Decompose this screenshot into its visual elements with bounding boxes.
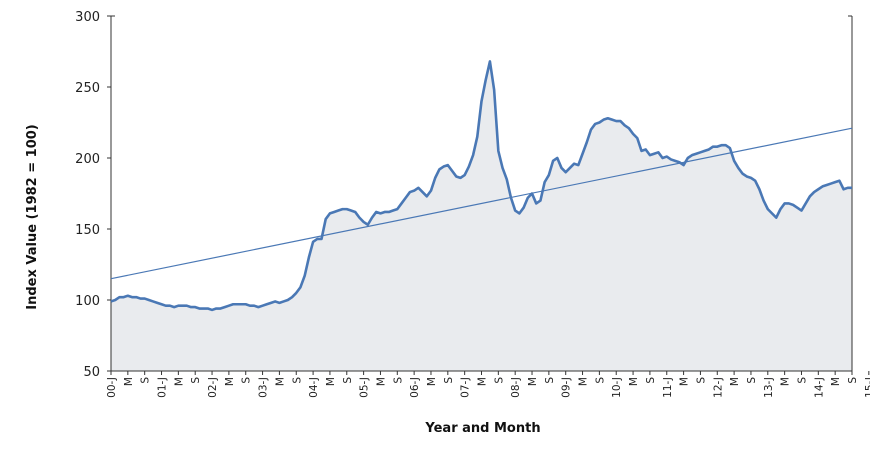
x-tick-label: 11-J: [662, 377, 674, 398]
x-tick-label: 05-J: [359, 377, 371, 398]
y-tick-label: 200: [75, 152, 100, 167]
x-tick-label: M: [274, 377, 286, 386]
x-tick-label: S: [796, 377, 808, 384]
y-tick-label: 300: [75, 10, 100, 25]
x-tick-label: S: [847, 377, 859, 384]
x-tick-label: S: [594, 377, 606, 384]
x-axis-title: Year and Month: [424, 421, 540, 436]
x-tick-label: 04-J: [308, 377, 320, 398]
x-tick-label: S: [645, 377, 657, 384]
plot-area: [110, 15, 853, 372]
x-tick-label: S: [392, 377, 404, 384]
x-tick-label: M: [578, 377, 590, 386]
x-tick-label: S: [140, 377, 152, 384]
x-tick-label: 03-J: [258, 377, 270, 398]
x-tick-label: M: [123, 377, 135, 386]
x-tick-label: 01-J: [157, 377, 169, 398]
x-tick-label: S: [190, 377, 202, 384]
x-tick-label: M: [477, 377, 489, 386]
x-axis-ticks: 00-J M S 01-J M S 02-J M S 03-J M S 04-J M S 05-J M S 06-J…: [106, 371, 870, 398]
x-tick-label: S: [695, 377, 707, 384]
x-tick-label: M: [426, 377, 438, 386]
x-tick-label: M: [830, 377, 842, 386]
x-tick-label: S: [746, 377, 758, 384]
y-tick-label: 150: [75, 223, 100, 238]
x-tick-label: 14-J: [813, 377, 825, 398]
trendline: [110, 127, 853, 280]
x-tick-label: 09-J: [561, 377, 573, 398]
x-tick-label: M: [527, 377, 539, 386]
x-tick-label: 10-J: [611, 377, 623, 398]
x-tick-label: 12-J: [712, 377, 724, 398]
y-axis-ticks: 50 100 150 200 250 300: [75, 10, 111, 380]
x-tick-label: 13-J: [763, 377, 775, 398]
x-tick-label: S: [493, 377, 505, 384]
y-tick-label: 250: [75, 81, 100, 96]
x-tick-label: 02-J: [207, 377, 219, 398]
x-tick-label: 06-J: [409, 377, 421, 398]
x-tick-label: M: [173, 377, 185, 386]
x-tick-label: S: [544, 377, 556, 384]
x-tick-label: 08-J: [510, 377, 522, 398]
x-tick-label: S: [291, 377, 303, 384]
y-tick-label: 100: [75, 294, 100, 309]
x-tick-label: M: [729, 377, 741, 386]
series-line: [110, 60, 852, 312]
y-axis-title: Index Value (1982 = 100): [25, 124, 40, 309]
x-tick-label: M: [325, 377, 337, 386]
x-tick-label: 00-J: [106, 377, 118, 398]
y-tick-label: 50: [83, 365, 100, 380]
x-tick-label: M: [224, 377, 236, 386]
x-tick-label: S: [443, 377, 455, 384]
x-tick-label: S: [342, 377, 354, 384]
x-tick-label: 15-J: [864, 377, 870, 398]
x-tick-label: S: [241, 377, 253, 384]
x-tick-label: 07-J: [460, 377, 472, 398]
x-tick-label: M: [375, 377, 387, 386]
x-tick-label: M: [679, 377, 691, 386]
x-tick-label: M: [780, 377, 792, 386]
x-tick-label: M: [628, 377, 640, 386]
